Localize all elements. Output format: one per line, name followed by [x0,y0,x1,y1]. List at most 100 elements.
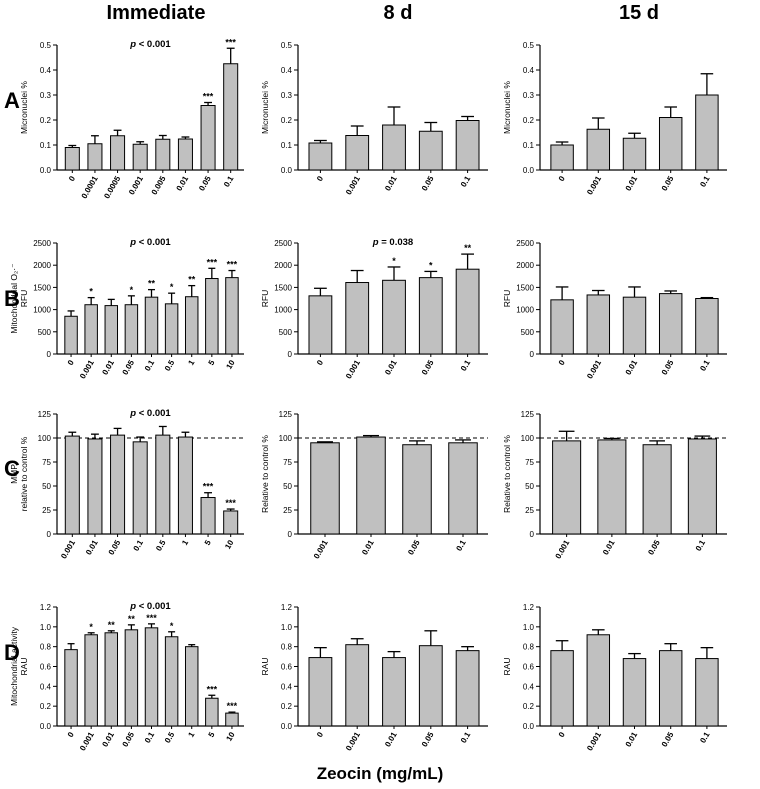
y-tick-label: 0.2 [281,702,293,711]
panel-d3: 0.0 0.2 0.4 0.6 0.8 1.0 1.2 RAU 0 0.001 0.01 0.05 0.… [502,603,727,752]
y-tick-label: 1.2 [40,603,52,612]
y-tick-label: 125 [279,410,293,419]
row-label-d: D [4,640,20,665]
x-tick-label: 0.05 [660,730,676,748]
significance-marker: ** [188,275,196,285]
panel-b3: 0 500 1000 1500 2000 2500 RFU 0 0.001 0.01 0.05 0.1 [502,239,727,380]
bar [110,434,126,535]
y-tick-label: 0.1 [281,141,293,150]
x-tick-label: 0.01 [624,730,640,748]
y-tick-label: 0 [530,350,535,359]
y-tick-label: 100 [279,434,293,443]
y-axis-label: RAU [502,658,512,676]
significance-marker: *** [225,498,236,508]
y-tick-label: 0.3 [281,91,293,100]
significance-marker: ** [148,279,156,289]
y-axis-label: RFU [260,290,270,307]
y-tick-label: 75 [42,458,51,467]
column-header-15d: 15 d [618,2,660,24]
bar [586,294,611,355]
y-tick-label: 1000 [274,306,292,315]
bar [695,94,719,171]
y-axis-label: relative to control % [19,436,29,511]
x-tick-label: 0.05 [406,538,422,556]
y-tick-label: 0.2 [523,702,535,711]
x-tick-label: 0.1 [694,538,708,553]
y-tick-label: 0.5 [523,41,535,50]
bar [345,135,370,171]
bar [87,143,103,171]
x-tick-label: 5 [207,358,217,367]
bar [345,282,370,355]
x-tick-label: 10 [224,730,237,743]
y-tick-label: 100 [38,434,52,443]
y-tick-label: 2000 [274,261,292,270]
y-tick-label: 2000 [33,261,51,270]
x-tick-label: 0.1 [459,174,473,189]
y-tick-label: 1000 [33,306,51,315]
y-tick-label: 25 [525,506,534,515]
y-tick-label: 500 [279,328,293,337]
x-tick-label: 0.05 [121,730,137,748]
y-tick-label: 0.6 [40,663,52,672]
x-tick-label: 0 [315,730,325,739]
y-tick-label: 0.8 [40,643,52,652]
y-tick-label: 0.2 [40,116,52,125]
x-tick-label: 0.1 [132,538,146,553]
y-tick-label: 25 [283,506,292,515]
x-tick-label: 0.0001 [80,174,100,200]
bar [552,440,582,535]
bar [155,138,171,171]
y-tick-label: 125 [38,410,52,419]
bar [64,147,80,171]
y-tick-label: 0.0 [523,166,535,175]
significance-marker: *** [227,701,238,711]
bar [455,120,480,171]
x-tick-label: 0 [67,174,77,183]
bar [184,296,199,355]
x-tick-label: 0 [557,730,567,739]
bar [155,434,171,535]
y-tick-label: 0 [288,350,293,359]
bar [622,296,647,355]
x-tick-label: 0.0005 [102,174,122,200]
y-tick-label: 125 [521,410,535,419]
x-tick-label: 10 [223,538,236,551]
y-tick-label: 0.1 [40,141,52,150]
bar [223,510,239,535]
bar [448,442,478,535]
panel-c3: 0 25 50 75 100 125 Relative to control % 0.001 0… [502,410,727,560]
bar [205,697,219,727]
bar [418,645,443,727]
significance-marker: * [392,256,396,266]
y-tick-label: 0.8 [281,643,293,652]
bar [124,629,139,727]
x-tick-label: 0.01 [100,358,116,376]
x-tick-label: 0.1 [454,538,468,553]
significance-marker: *** [225,37,236,47]
x-tick-label: 0 [557,358,567,367]
bar [455,268,480,355]
y-tick-label: 2500 [516,239,534,248]
y-tick-label: 2000 [516,261,534,270]
y-tick-label: 1.2 [523,603,535,612]
p-value-label: p < 0.001 [129,601,171,612]
y-tick-label: 75 [525,458,534,467]
x-tick-label: 5 [203,538,213,547]
y-tick-label: 2500 [33,239,51,248]
row-label-a: A [4,88,20,113]
y-tick-label: 0.0 [40,722,52,731]
bar [205,278,219,355]
x-tick-label: 0.01 [383,358,399,376]
bar [104,632,119,727]
x-tick-label: 0 [315,174,325,183]
x-tick-label: 0.001 [78,358,96,380]
significance-marker: * [170,621,174,631]
significance-marker: *** [203,92,214,102]
significance-marker: *** [207,257,218,267]
x-tick-label: 1 [186,730,196,739]
y-tick-label: 0.0 [281,166,293,175]
bar [144,296,159,355]
bar [308,142,333,171]
